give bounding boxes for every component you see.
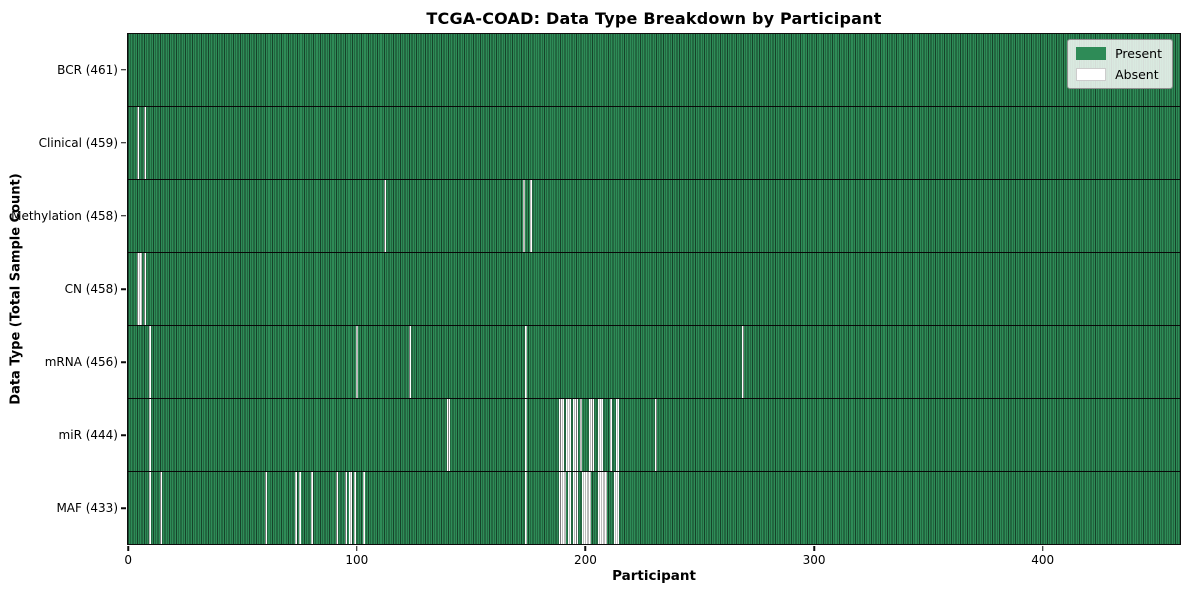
absent-cell bbox=[529, 180, 532, 252]
absent-cell bbox=[568, 399, 571, 471]
absent-cell bbox=[741, 326, 745, 398]
absent-cell bbox=[591, 399, 594, 471]
heatmap-rows bbox=[128, 34, 1180, 544]
ytick-mark bbox=[121, 288, 126, 290]
y-axis-tick-labels: BCR (461) Clinical (459) Methylation (458)… bbox=[0, 33, 118, 545]
absent-cell bbox=[310, 472, 313, 544]
ytick-mark bbox=[121, 68, 126, 71]
absent-cell bbox=[408, 326, 411, 398]
absent-cell bbox=[447, 399, 450, 471]
absent-cell bbox=[148, 399, 151, 471]
legend-present-swatch bbox=[1076, 47, 1107, 60]
ytick-label-Clinical: Clinical (459) bbox=[38, 135, 118, 150]
xtick-label: 100 bbox=[345, 553, 369, 567]
ytick-mark bbox=[121, 361, 126, 363]
legend: Present Absent bbox=[1067, 39, 1173, 89]
xtick-label: 300 bbox=[802, 553, 826, 567]
xtick-mark bbox=[813, 546, 815, 551]
absent-cell bbox=[344, 472, 348, 544]
absent-cell bbox=[609, 399, 612, 471]
ytick-mark bbox=[121, 434, 126, 437]
absent-cell bbox=[563, 472, 567, 544]
absent-cell bbox=[616, 399, 619, 471]
ytick-mark bbox=[121, 507, 126, 510]
legend-item-absent: Absent bbox=[1076, 67, 1162, 82]
xtick-mark bbox=[1041, 546, 1044, 551]
ytick-mark bbox=[121, 141, 126, 144]
absent-cell bbox=[349, 472, 352, 544]
absent-cell bbox=[655, 399, 658, 471]
legend-absent-label: Absent bbox=[1115, 67, 1159, 82]
absent-cell bbox=[264, 472, 268, 544]
absent-cell bbox=[588, 472, 592, 544]
heatmap-row-Methylation bbox=[128, 180, 1180, 253]
heatmap-row-Clinical bbox=[128, 107, 1180, 180]
absent-cell bbox=[579, 399, 583, 471]
absent-cell bbox=[525, 472, 528, 544]
absent-cell bbox=[363, 472, 366, 544]
ytick-label-CN: CN (458) bbox=[64, 282, 118, 296]
absent-cell bbox=[600, 399, 603, 471]
xtick-label: 0 bbox=[124, 553, 132, 567]
absent-cell bbox=[383, 180, 386, 252]
heatmap-row-MAF bbox=[128, 472, 1180, 544]
absent-cell bbox=[525, 326, 528, 398]
ytick-label-miR: miR (444) bbox=[58, 428, 118, 443]
legend-present-label: Present bbox=[1115, 46, 1162, 61]
absent-cell bbox=[525, 399, 528, 471]
heatmap-plot-area: Present Absent bbox=[127, 33, 1181, 545]
xtick-label: 400 bbox=[1031, 553, 1055, 567]
absent-cell bbox=[148, 326, 151, 398]
xtick-mark bbox=[584, 546, 587, 551]
x-axis-label: Participant bbox=[612, 568, 696, 584]
absent-cell bbox=[335, 472, 338, 544]
xtick-label: 200 bbox=[573, 553, 597, 567]
absent-cell bbox=[143, 253, 147, 325]
chart-title: TCGA-COAD: Data Type Breakdown by Partic… bbox=[426, 9, 882, 28]
absent-cell bbox=[522, 180, 526, 252]
heatmap-row-mRNA bbox=[128, 326, 1180, 399]
ytick-label-Methylation: Methylation (458) bbox=[11, 208, 118, 223]
x-axis-ticks: 0 100 200 300 400 bbox=[124, 545, 1181, 569]
absent-cell bbox=[139, 253, 142, 325]
ytick-label-MAF: MAF (433) bbox=[56, 501, 118, 516]
xtick-mark bbox=[356, 546, 358, 551]
absent-cell bbox=[575, 472, 578, 544]
absent-cell bbox=[568, 472, 571, 544]
absent-cell bbox=[356, 326, 359, 398]
absent-cell bbox=[353, 472, 357, 544]
heatmap-row-CN bbox=[128, 253, 1180, 326]
ytick-label-mRNA: mRNA (456) bbox=[44, 355, 118, 370]
absent-cell bbox=[143, 107, 147, 179]
absent-cell bbox=[604, 472, 608, 544]
ytick-label-BCR: BCR (461) bbox=[57, 62, 118, 77]
ytick-mark bbox=[121, 215, 126, 217]
xtick-mark bbox=[127, 546, 129, 551]
legend-absent-swatch bbox=[1076, 68, 1107, 81]
absent-cell bbox=[575, 399, 578, 471]
absent-cell bbox=[616, 472, 619, 544]
heatmap-row-miR bbox=[128, 399, 1180, 472]
absent-cell bbox=[294, 472, 297, 544]
legend-item-present: Present bbox=[1076, 46, 1162, 61]
heatmap-row-BCR bbox=[128, 34, 1180, 107]
absent-cell bbox=[148, 472, 151, 544]
absent-cell bbox=[299, 472, 302, 544]
absent-cell bbox=[561, 399, 564, 471]
absent-cell bbox=[137, 107, 140, 179]
absent-cell bbox=[159, 472, 163, 544]
